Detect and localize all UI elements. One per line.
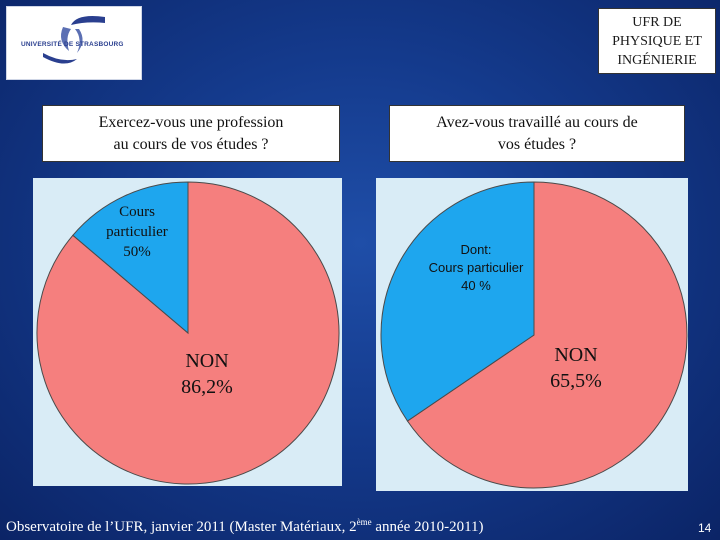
- chart-1-cours-line-3: 50%: [123, 244, 151, 260]
- ufr-line-1: UFR DE: [632, 14, 682, 30]
- footer-source: Observatoire de l’UFR, janvier 2011 (Mas…: [6, 517, 484, 536]
- chart-2-pie: [380, 181, 688, 489]
- chart-2-non-line-1: NON: [554, 344, 598, 366]
- footer-text-before: Observatoire de l’UFR, janvier 2011 (Mas…: [6, 519, 357, 535]
- ufr-line-3: INGÉNIERIE: [617, 52, 697, 68]
- university-logo: UNIVERSITÉ DE STRASBOURG: [6, 6, 142, 80]
- chart-2-non-label: NON 65,5%: [526, 342, 626, 394]
- footer-text-after: année 2010-2011): [371, 519, 484, 535]
- chart-1-non-label: NON 86,2%: [157, 348, 257, 400]
- chart-1-non-line-1: NON: [185, 350, 229, 372]
- strasbourg-logo-mark: [43, 16, 105, 64]
- chart-1-slice-oui: [72, 181, 189, 335]
- question-1-line-1: Exercez-vous une profession: [98, 113, 284, 131]
- chart-2-dont-line-1: Dont:: [460, 242, 492, 257]
- footer-superscript: ème: [356, 517, 372, 527]
- chart-1-cours-line-2: particulier: [106, 224, 168, 240]
- chart-2-dont-line-2: Cours particulier: [428, 260, 524, 275]
- question-2-line-2: vos études ?: [497, 135, 577, 153]
- question-2-box: Avez-vous travaillé au cours de vos étud…: [389, 105, 685, 162]
- chart-1-cours-label: Cours particulier 50%: [91, 202, 183, 262]
- chart-1-cours-line-1: Cours: [119, 204, 155, 220]
- chart-2-panel: Dont: Cours particulier 40 % NON 65,5%: [376, 178, 688, 491]
- chart-2-dont-label: Dont: Cours particulier 40 %: [416, 241, 536, 295]
- question-1-line-2: au cours de vos études ?: [113, 135, 269, 153]
- question-2-line-1: Avez-vous travaillé au cours de: [436, 113, 638, 131]
- chart-2-dont-line-3: 40 %: [461, 278, 491, 293]
- page-number: 14: [698, 521, 712, 535]
- chart-2-slice-oui: [380, 181, 535, 422]
- chart-2-non-line-2: 65,5%: [550, 370, 602, 392]
- ufr-line-2: PHYSIQUE ET: [612, 33, 702, 49]
- logo-text: UNIVERSITÉ DE STRASBOURG: [21, 41, 124, 48]
- question-1-box: Exercez-vous une profession au cours de …: [42, 105, 340, 162]
- chart-1-pie: [36, 181, 340, 485]
- ufr-label-box: UFR DE PHYSIQUE ET INGÉNIERIE: [598, 8, 716, 74]
- chart-2-slice-non: [406, 181, 688, 489]
- chart-1-panel: Cours particulier 50% NON 86,2%: [33, 178, 342, 486]
- chart-1-non-line-2: 86,2%: [181, 376, 233, 398]
